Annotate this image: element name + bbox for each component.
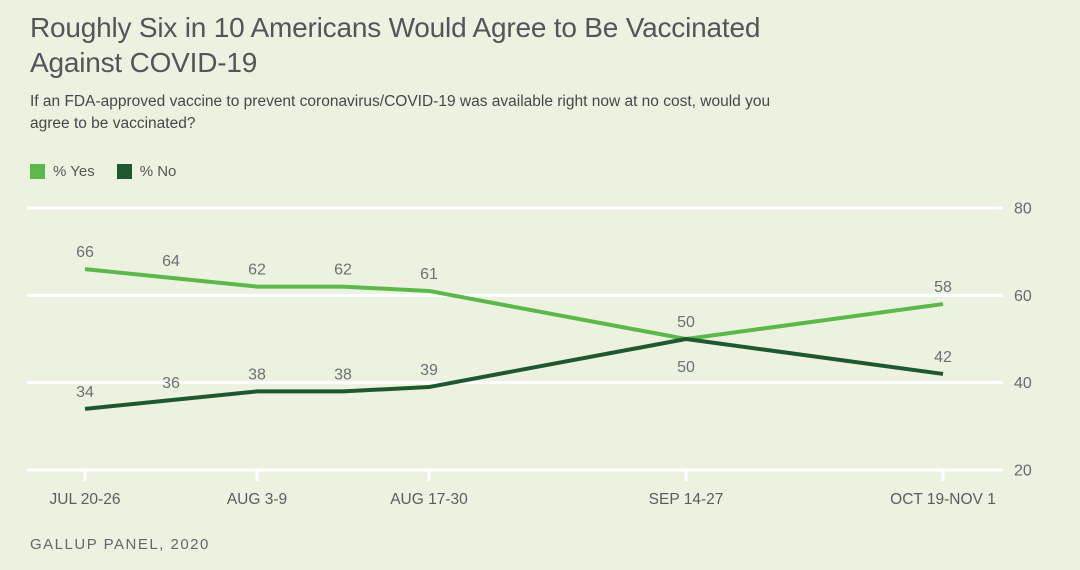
data-label: 34 [76, 384, 94, 401]
data-label: 62 [334, 262, 352, 279]
data-label: 50 [677, 359, 695, 376]
y-tick-label-60: 60 [1014, 288, 1032, 305]
data-label: 39 [420, 362, 438, 379]
data-label: 61 [420, 266, 438, 283]
chart-title: Roughly Six in 10 Americans Would Agree … [30, 10, 850, 80]
data-label: 36 [162, 375, 180, 392]
data-label: 64 [162, 253, 180, 270]
x-tick-label: AUG 17-30 [390, 491, 468, 508]
data-label: 38 [334, 366, 352, 383]
source-note: GALLUP PANEL, 2020 [30, 536, 210, 553]
data-label: 66 [76, 244, 94, 261]
data-label: 50 [677, 314, 695, 331]
chart-subtitle-line-2: agree to be vaccinated? [30, 115, 196, 132]
chart-title-line-2: Against COVID-19 [30, 47, 258, 78]
chart-subtitle: If an FDA-approved vaccine to prevent co… [30, 91, 870, 135]
chart-title-line-1: Roughly Six in 10 Americans Would Agree … [30, 12, 761, 43]
data-label: 58 [934, 279, 952, 296]
legend-label-no: % No [139, 163, 177, 180]
data-label: 62 [248, 262, 266, 279]
series-line-yes [84, 267, 944, 341]
chart-subtitle-line-1: If an FDA-approved vaccine to prevent co… [30, 93, 771, 110]
y-tick-label-20: 20 [1014, 463, 1032, 480]
no-series-swatch-icon [116, 164, 132, 179]
x-tick-label: JUL 20-26 [50, 491, 121, 508]
chart-legend: % Yes % No [30, 163, 176, 180]
data-label: 42 [934, 349, 952, 366]
x-tick-label: AUG 3-9 [227, 491, 287, 508]
legend-item-no: % No [116, 163, 177, 180]
legend-item-yes: % Yes [30, 163, 95, 180]
yes-series-swatch-icon [30, 164, 45, 179]
x-tick-label: SEP 14-27 [649, 491, 724, 508]
legend-label-yes: % Yes [53, 163, 95, 180]
y-tick-label-80: 80 [1014, 201, 1032, 218]
data-label: 38 [248, 366, 266, 383]
y-tick-label-40: 40 [1014, 375, 1032, 392]
series-line-no [84, 337, 944, 411]
x-tick-label: OCT 19-NOV 1 [890, 491, 996, 508]
